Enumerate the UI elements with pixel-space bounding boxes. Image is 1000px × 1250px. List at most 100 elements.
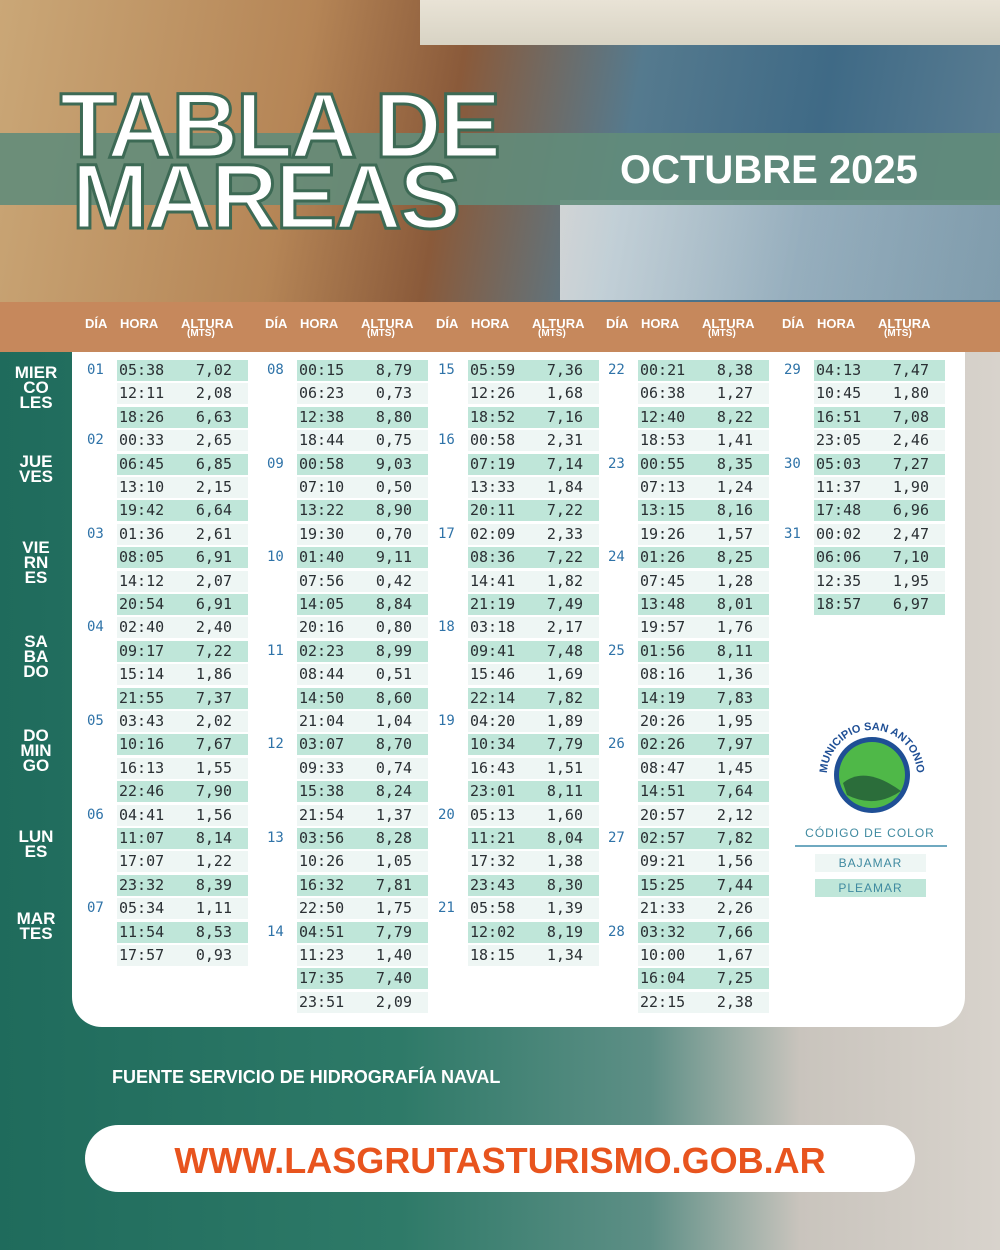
tide-row: 11:07 8,14 xyxy=(117,828,248,849)
day-number: 12 xyxy=(267,736,284,753)
header-bar xyxy=(0,302,1000,352)
tide-height: 2,40 xyxy=(195,618,232,637)
day-number: 23 xyxy=(608,455,625,472)
title-band xyxy=(0,133,1000,205)
header-unit: (MTS) xyxy=(367,328,395,339)
tide-time: 16:13 xyxy=(119,758,165,777)
tide-row: 23:05 2,46 xyxy=(814,430,945,452)
day-number: 14 xyxy=(267,923,284,940)
tide-height: 1,69 xyxy=(546,665,583,684)
tide-height: 2,33 xyxy=(546,524,583,543)
tide-height: 8,11 xyxy=(716,641,753,660)
header-time: HORA xyxy=(120,316,159,331)
tide-row: 00:55 8,35 xyxy=(638,453,769,475)
tide-row: 18:52 7,16 xyxy=(468,406,599,428)
tide-height: 1,04 xyxy=(375,712,412,730)
tide-row: 20:11 7,22 xyxy=(468,500,599,522)
tide-row: 09:17 7,22 xyxy=(117,640,248,662)
day-number: 20 xyxy=(438,806,455,823)
tide-row: 07:13 1,24 xyxy=(638,477,769,498)
tide-time: 12:02 xyxy=(470,922,516,941)
tide-height: 7,67 xyxy=(195,735,232,754)
weekday: SA xyxy=(24,632,48,651)
tide-row: 08:36 7,22 xyxy=(468,547,599,569)
tide-height: 6,63 xyxy=(195,407,232,426)
tide-height: 1,89 xyxy=(546,712,583,730)
tide-row: 20:54 6,91 xyxy=(117,594,248,615)
tide-height: 1,68 xyxy=(546,384,583,403)
day-number: 26 xyxy=(608,736,625,753)
tide-height: 7,83 xyxy=(716,688,753,707)
tide-row: 19:57 1,76 xyxy=(638,617,769,639)
day-number: 29 xyxy=(784,362,801,378)
tide-time: 05:38 xyxy=(119,361,165,379)
tide-row: 08:44 0,51 xyxy=(297,664,428,686)
tide-time: 22:46 xyxy=(119,782,165,801)
weekday: ES xyxy=(24,841,48,861)
tide-row: 01:40 9,11 xyxy=(297,547,428,569)
tide-height: 1,34 xyxy=(546,946,583,964)
tide-row: 12:11 2,08 xyxy=(117,383,248,405)
tide-row: 08:05 6,91 xyxy=(117,547,248,569)
tide-row: 11:54 8,53 xyxy=(117,921,248,943)
weekday: LUN xyxy=(18,826,54,846)
tide-time: 17:07 xyxy=(119,852,165,871)
tide-time: 20:11 xyxy=(470,501,516,520)
day-number: 08 xyxy=(267,362,284,378)
tide-time: 19:42 xyxy=(119,501,165,520)
tide-time: 07:45 xyxy=(640,571,686,590)
tide-height: 1,82 xyxy=(546,571,583,590)
tide-time: 00:58 xyxy=(299,454,345,473)
tide-height: 7,49 xyxy=(546,595,583,613)
legend-high: PLEAMAR xyxy=(815,879,926,897)
tide-height: 8,24 xyxy=(375,782,412,801)
tide-row: 19:30 0,70 xyxy=(297,523,428,545)
tide-time: 02:23 xyxy=(299,641,345,660)
tide-height: 8,53 xyxy=(195,922,232,941)
tide-height: 1,67 xyxy=(716,946,753,964)
tide-time: 14:19 xyxy=(640,688,686,707)
tide-time: 17:32 xyxy=(470,852,516,871)
tide-time: 10:34 xyxy=(470,735,516,754)
tide-height: 0,75 xyxy=(375,431,412,450)
tide-row: 11:21 8,04 xyxy=(468,828,599,849)
tide-row: 16:13 1,55 xyxy=(117,757,248,779)
day-number: 17 xyxy=(438,525,455,542)
tide-time: 05:58 xyxy=(470,899,516,918)
day-number: 09 xyxy=(267,455,284,472)
tide-row: 05:58 1,39 xyxy=(468,898,599,920)
tide-row: 07:45 1,28 xyxy=(638,570,769,592)
tide-row: 23:32 8,39 xyxy=(117,874,248,896)
tide-time: 15:38 xyxy=(299,782,345,801)
tide-row: 10:34 7,79 xyxy=(468,734,599,756)
tide-row: 21:19 7,49 xyxy=(468,594,599,615)
tide-time: 18:57 xyxy=(816,595,862,613)
tide-time: 20:16 xyxy=(299,618,345,637)
tide-height: 8,38 xyxy=(716,361,753,379)
header-day: DÍA xyxy=(436,316,459,331)
tide-height: 0,70 xyxy=(375,524,412,543)
tide-time: 20:54 xyxy=(119,595,165,613)
tide-height: 8,04 xyxy=(546,829,583,847)
tide-row: 04:41 1,56 xyxy=(117,804,248,826)
tide-time: 15:14 xyxy=(119,665,165,684)
day-number: 06 xyxy=(87,806,104,823)
tide-time: 08:16 xyxy=(640,665,686,684)
tide-time: 16:32 xyxy=(299,875,345,894)
tide-height: 7,08 xyxy=(892,407,929,426)
tide-time: 11:37 xyxy=(816,478,862,496)
tide-height: 7,37 xyxy=(195,688,232,707)
tide-height: 8,30 xyxy=(546,875,583,894)
tide-time: 11:23 xyxy=(299,946,345,964)
tide-time: 14:05 xyxy=(299,595,345,613)
weekday: VIE xyxy=(22,538,50,558)
tide-time: 03:07 xyxy=(299,735,345,754)
tide-time: 00:15 xyxy=(299,361,345,379)
tide-row: 08:16 1,36 xyxy=(638,664,769,686)
tide-row: 10:00 1,67 xyxy=(638,945,769,966)
tide-time: 03:32 xyxy=(640,922,686,941)
title-line: TABLA DE xyxy=(59,74,503,179)
tide-height: 8,11 xyxy=(546,782,583,801)
tide-height: 1,60 xyxy=(546,805,583,824)
header-height: ALTURA xyxy=(878,316,931,331)
